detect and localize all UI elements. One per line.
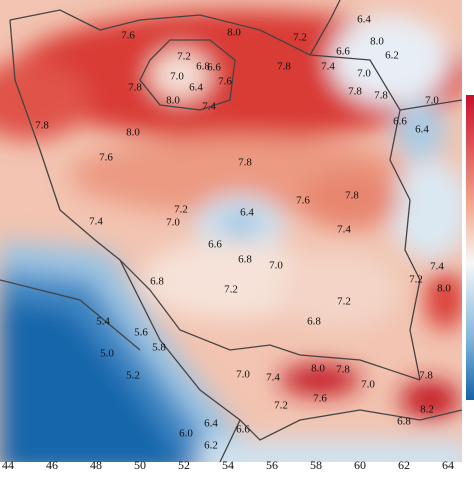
contour-label: 6.2 bbox=[204, 440, 218, 452]
x-tick-label: 54 bbox=[222, 458, 234, 472]
contour-label: 7.2 bbox=[337, 296, 351, 308]
contour-label: 6.6 bbox=[207, 62, 221, 74]
x-tick-label: 52 bbox=[178, 458, 190, 472]
contour-label: 7.2 bbox=[224, 284, 238, 296]
contour-label: 7.6 bbox=[296, 195, 310, 207]
contour-label: 6.0 bbox=[179, 428, 193, 440]
x-tick-label: 62 bbox=[398, 458, 410, 472]
contour-label: 7.0 bbox=[357, 68, 371, 80]
contour-label: 6.8 bbox=[397, 416, 411, 428]
contour-label: 7.4 bbox=[266, 372, 280, 384]
contour-label: 6.6 bbox=[336, 46, 350, 58]
contour-label: 6.4 bbox=[189, 82, 203, 94]
contour-label: 7.4 bbox=[430, 261, 444, 273]
contour-label: 7.4 bbox=[337, 224, 351, 236]
contour-label: 6.4 bbox=[204, 418, 218, 430]
contour-label: 5.8 bbox=[152, 342, 166, 354]
contour-label: 7.0 bbox=[170, 71, 184, 83]
contour-label: 8.0 bbox=[311, 363, 325, 375]
contour-label: 7.8 bbox=[419, 370, 433, 382]
contour-label: 7.8 bbox=[345, 190, 359, 202]
contour-label: 5.0 bbox=[100, 348, 114, 360]
contour-label: 8.0 bbox=[437, 283, 451, 295]
contour-label: 6.4 bbox=[415, 124, 429, 136]
contour-label: 7.0 bbox=[269, 260, 283, 272]
contour-label: 7.4 bbox=[89, 216, 103, 228]
contour-label: 7.8 bbox=[277, 61, 291, 73]
contour-label: 7.2 bbox=[177, 51, 191, 63]
contour-label: 7.6 bbox=[99, 152, 113, 164]
x-tick-label: 48 bbox=[90, 458, 102, 472]
contour-label: 7.8 bbox=[128, 82, 142, 94]
contour-label: 7.0 bbox=[361, 379, 375, 391]
x-tick-label: 46 bbox=[46, 458, 58, 472]
contour-label: 7.4 bbox=[321, 61, 335, 73]
contour-label: 5.4 bbox=[96, 316, 110, 328]
contour-label: 8.2 bbox=[420, 404, 434, 416]
contour-label: 7.8 bbox=[35, 120, 49, 132]
contour-label: 6.4 bbox=[357, 14, 371, 26]
contour-label: 6.8 bbox=[238, 254, 252, 266]
contour-label: 7.2 bbox=[174, 204, 188, 216]
contour-label: 7.0 bbox=[425, 95, 439, 107]
x-tick-label: 50 bbox=[134, 458, 146, 472]
contour-label: 6.8 bbox=[196, 61, 210, 73]
contour-label: 6.8 bbox=[150, 276, 164, 288]
contour-label: 8.0 bbox=[227, 27, 241, 39]
contour-label: 5.6 bbox=[134, 327, 148, 339]
contour-label: 6.6 bbox=[393, 116, 407, 128]
contour-label: 7.2 bbox=[293, 32, 307, 44]
contour-label: 7.2 bbox=[409, 274, 423, 286]
x-tick-label: 44 bbox=[2, 458, 14, 472]
contour-label: 7.4 bbox=[202, 101, 216, 113]
contour-label: 7.0 bbox=[236, 369, 250, 381]
contour-label: 7.6 bbox=[121, 30, 135, 42]
contour-label: 7.8 bbox=[238, 157, 252, 169]
contour-label: 7.8 bbox=[336, 364, 350, 376]
contour-label: 8.0 bbox=[166, 95, 180, 107]
x-tick-label: 58 bbox=[310, 458, 322, 472]
contour-label: 6.6 bbox=[236, 424, 250, 436]
contour-label: 7.6 bbox=[218, 76, 232, 88]
contour-label: 6.6 bbox=[208, 239, 222, 251]
contour-label: 8.0 bbox=[370, 36, 384, 48]
x-tick-label: 64 bbox=[442, 458, 454, 472]
borders bbox=[0, 0, 462, 462]
x-tick-label: 56 bbox=[266, 458, 278, 472]
contour-label: 7.8 bbox=[374, 90, 388, 102]
x-tick-label: 60 bbox=[354, 458, 366, 472]
contour-label: 8.0 bbox=[126, 127, 140, 139]
contour-label: 7.8 bbox=[348, 86, 362, 98]
contour-label: 6.8 bbox=[307, 316, 321, 328]
contour-label: 6.2 bbox=[385, 50, 399, 62]
contour-label: 5.2 bbox=[126, 370, 140, 382]
contour-label: 6.4 bbox=[240, 207, 254, 219]
contour-label: 7.0 bbox=[166, 217, 180, 229]
contour-label: 7.2 bbox=[274, 400, 288, 412]
contour-label: 7.6 bbox=[313, 393, 327, 405]
colorbar bbox=[466, 95, 474, 400]
